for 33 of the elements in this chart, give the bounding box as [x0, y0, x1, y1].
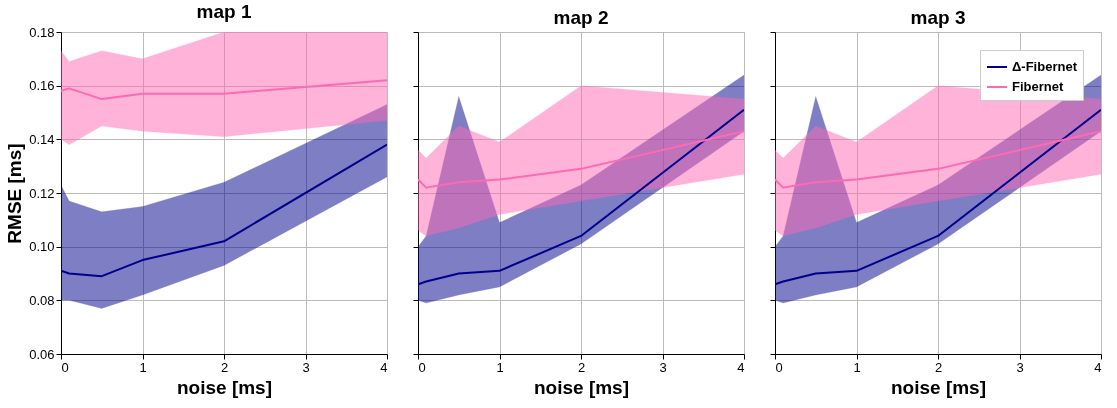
- x-tick-label: 4: [737, 359, 745, 375]
- chart-title: map 2: [553, 6, 609, 28]
- y-tick-label: 0.06: [29, 346, 55, 362]
- legend-label: Fibernet: [1012, 79, 1064, 94]
- y-tick-label: 0.18: [29, 24, 55, 40]
- x-tick-label: 3: [302, 359, 310, 375]
- x-tick-label: 1: [496, 359, 504, 375]
- chart-title: map 1: [196, 1, 252, 22]
- x-tick-label: 2: [220, 359, 229, 375]
- x-axis-title: noise [ms]: [890, 376, 987, 398]
- x-tick-label: 0: [775, 359, 783, 375]
- x-tick-label: 2: [934, 359, 943, 375]
- x-tick-label: 3: [1016, 359, 1024, 375]
- y-tick-label: 0.10: [29, 239, 55, 255]
- x-tick-label: 0: [61, 359, 69, 375]
- line-series: [61, 79, 387, 101]
- y-axis-title: RMSE [ms]: [4, 143, 26, 244]
- y-tick-label: 0.14: [29, 131, 55, 147]
- x-axis-title: noise [ms]: [533, 376, 630, 398]
- line-series: [61, 143, 387, 278]
- x-tick-label: 1: [853, 359, 861, 375]
- x-tick-label: 3: [659, 359, 667, 375]
- legend-label: Δ-Fibernet: [1012, 59, 1078, 74]
- x-tick-label: 2: [577, 359, 586, 375]
- x-tick-label: 0: [418, 359, 426, 375]
- x-tick-label: 4: [1094, 359, 1102, 375]
- x-tick-label: 4: [380, 359, 388, 375]
- chart-title: map 3: [910, 6, 966, 28]
- x-axis-title: noise [ms]: [176, 376, 273, 398]
- x-tick-label: 1: [139, 359, 147, 375]
- y-tick-label: 0.16: [29, 78, 55, 94]
- y-tick-label: 0.12: [29, 185, 55, 201]
- y-tick-label: 0.08: [29, 292, 55, 308]
